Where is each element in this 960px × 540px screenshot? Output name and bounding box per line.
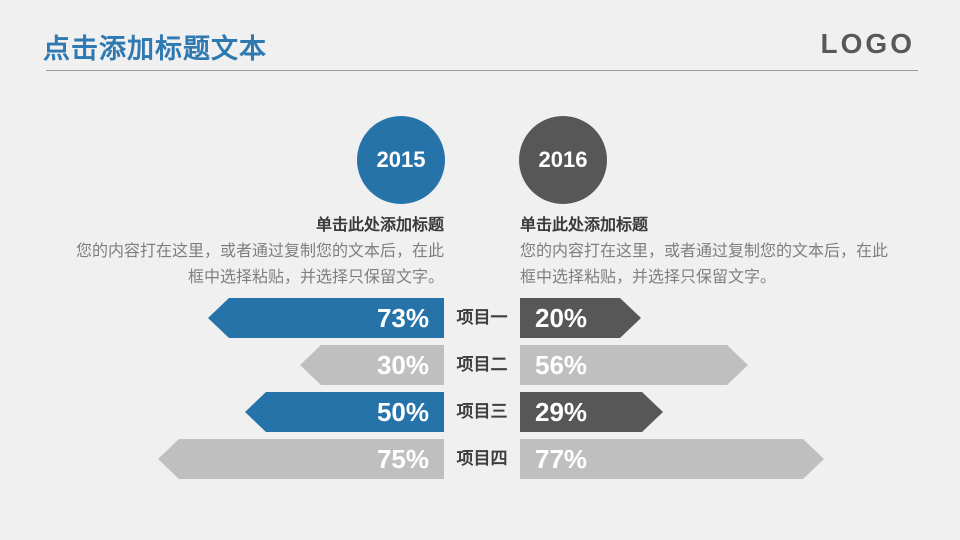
chart-row-1: 73% 项目一 20%	[0, 298, 960, 338]
bar-2016-item1: 20%	[520, 298, 641, 338]
chart-row-4: 75% 项目四 77%	[0, 439, 960, 479]
body-line: 您的内容打在这里，或者通过复制您的文本后，在此	[75, 243, 444, 260]
bar-value: 73%	[376, 302, 429, 333]
bar-2016-item2: 56%	[520, 345, 748, 385]
category-label-1: 项目一	[456, 308, 508, 327]
body-line: 框中选择粘贴，并选择只保留文字。	[520, 269, 777, 286]
logo-text: LOGO	[820, 28, 915, 59]
bar-2015-item2: 30%	[300, 345, 444, 385]
bar-value: 20%	[535, 302, 588, 333]
year-badge-2015-label: 2015	[376, 147, 426, 172]
body-line: 您的内容打在这里，或者通过复制您的文本后，在此	[520, 243, 889, 260]
year-badge-2015: 2015	[357, 116, 445, 204]
year-badge-2016: 2016	[519, 116, 607, 204]
text-block-2015-heading: 单击此处添加标题	[315, 217, 444, 234]
bar-2015-item4: 75%	[158, 439, 444, 479]
category-label-2: 项目二	[456, 355, 508, 374]
bar-value: 29%	[535, 396, 588, 427]
bar-2015-item1: 73%	[208, 298, 444, 338]
bar-value: 50%	[376, 396, 429, 427]
year-badge-2016-label: 2016	[538, 147, 588, 172]
header-divider	[46, 70, 918, 71]
text-block-2015-body: 您的内容打在这里，或者通过复制您的文本后，在此 框中选择粘贴，并选择只保留文字。	[56, 239, 444, 291]
category-label-4: 项目四	[456, 449, 508, 468]
bar-2016-item4: 77%	[520, 439, 824, 479]
text-block-2016-heading: 单击此处添加标题	[520, 217, 649, 234]
opposed-bar-chart: 73% 项目一 20% 30% 项目二 56% 50% 项目三 29% 75% …	[0, 298, 960, 479]
bar-value: 75%	[376, 443, 429, 474]
bar-2016-item3: 29%	[520, 392, 663, 432]
text-block-2016: 单击此处添加标题 您的内容打在这里，或者通过复制您的文本后，在此 框中选择粘贴，…	[520, 213, 912, 291]
text-block-2015: 单击此处添加标题 您的内容打在这里，或者通过复制您的文本后，在此 框中选择粘贴，…	[56, 213, 444, 291]
page-title: 点击添加标题文本	[43, 34, 267, 64]
category-label-3: 项目三	[456, 402, 508, 421]
chart-row-2: 30% 项目二 56%	[0, 345, 960, 385]
text-block-2016-body: 您的内容打在这里，或者通过复制您的文本后，在此 框中选择粘贴，并选择只保留文字。	[520, 239, 912, 291]
bar-2015-item3: 50%	[245, 392, 444, 432]
bar-value: 30%	[376, 349, 429, 380]
bar-value: 56%	[535, 349, 588, 380]
bar-value: 77%	[535, 443, 588, 474]
chart-row-3: 50% 项目三 29%	[0, 392, 960, 432]
body-line: 框中选择粘贴，并选择只保留文字。	[187, 269, 444, 286]
